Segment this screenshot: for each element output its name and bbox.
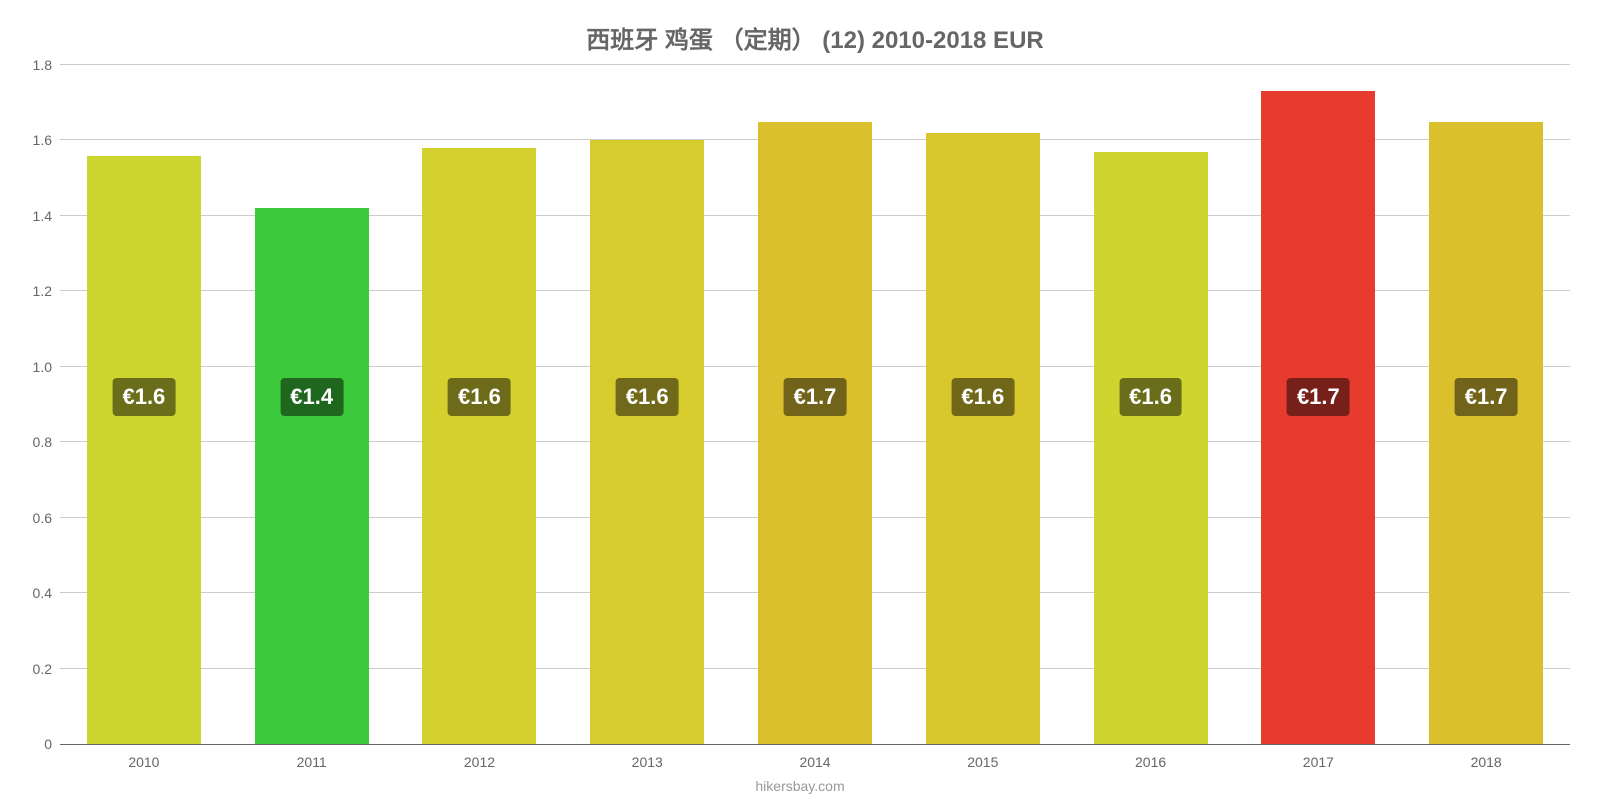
- bar-slot: 2010€1.6: [60, 65, 228, 744]
- y-tick-label: 0: [44, 736, 60, 752]
- bar-value-label: €1.6: [448, 378, 511, 416]
- y-tick-label: 0.2: [33, 661, 60, 677]
- bar-value-label: €1.6: [112, 378, 175, 416]
- bar: [590, 140, 704, 744]
- x-tick-label: 2011: [297, 754, 327, 770]
- bar: [255, 208, 369, 744]
- y-tick-label: 0.4: [33, 585, 60, 601]
- bar: [926, 133, 1040, 744]
- bar-value-label: €1.6: [1119, 378, 1182, 416]
- x-tick-label: 2013: [632, 754, 663, 770]
- bar-slot: 2011€1.4: [228, 65, 396, 744]
- x-tick-label: 2018: [1471, 754, 1502, 770]
- y-tick-label: 0.8: [33, 434, 60, 450]
- bar: [422, 148, 536, 744]
- bar-slot: 2015€1.6: [899, 65, 1067, 744]
- bar-value-label: €1.7: [1455, 378, 1518, 416]
- x-tick-label: 2014: [799, 754, 830, 770]
- bar-value-label: €1.7: [784, 378, 847, 416]
- x-tick-label: 2012: [464, 754, 495, 770]
- bars-layer: 2010€1.62011€1.42012€1.62013€1.62014€1.7…: [60, 65, 1570, 744]
- bar-slot: 2016€1.6: [1067, 65, 1235, 744]
- chart-container: 西班牙 鸡蛋 （定期） (12) 2010-2018 EUR 2010€1.62…: [0, 0, 1600, 800]
- attribution: hikersbay.com: [755, 778, 844, 794]
- x-tick-label: 2016: [1135, 754, 1166, 770]
- bar-slot: 2013€1.6: [563, 65, 731, 744]
- bar-value-label: €1.6: [616, 378, 679, 416]
- y-tick-label: 1.0: [33, 359, 60, 375]
- plot-area: 2010€1.62011€1.42012€1.62013€1.62014€1.7…: [60, 65, 1570, 745]
- bar-value-label: €1.7: [1287, 378, 1350, 416]
- chart-title: 西班牙 鸡蛋 （定期） (12) 2010-2018 EUR: [60, 20, 1570, 55]
- y-tick-label: 1.6: [33, 132, 60, 148]
- y-tick-label: 1.8: [33, 57, 60, 73]
- bar-value-label: €1.4: [280, 378, 343, 416]
- bar-slot: 2012€1.6: [396, 65, 564, 744]
- y-tick-label: 0.6: [33, 510, 60, 526]
- bar-slot: 2017€1.7: [1234, 65, 1402, 744]
- bar-value-label: €1.6: [951, 378, 1014, 416]
- y-tick-label: 1.4: [33, 208, 60, 224]
- bar: [1261, 91, 1375, 744]
- x-tick-label: 2017: [1303, 754, 1334, 770]
- x-tick-label: 2015: [967, 754, 998, 770]
- y-tick-label: 1.2: [33, 283, 60, 299]
- x-tick-label: 2010: [128, 754, 159, 770]
- bar: [87, 156, 201, 744]
- bar-slot: 2014€1.7: [731, 65, 899, 744]
- bar: [1429, 122, 1543, 744]
- bar: [1094, 152, 1208, 744]
- bar: [758, 122, 872, 744]
- bar-slot: 2018€1.7: [1402, 65, 1570, 744]
